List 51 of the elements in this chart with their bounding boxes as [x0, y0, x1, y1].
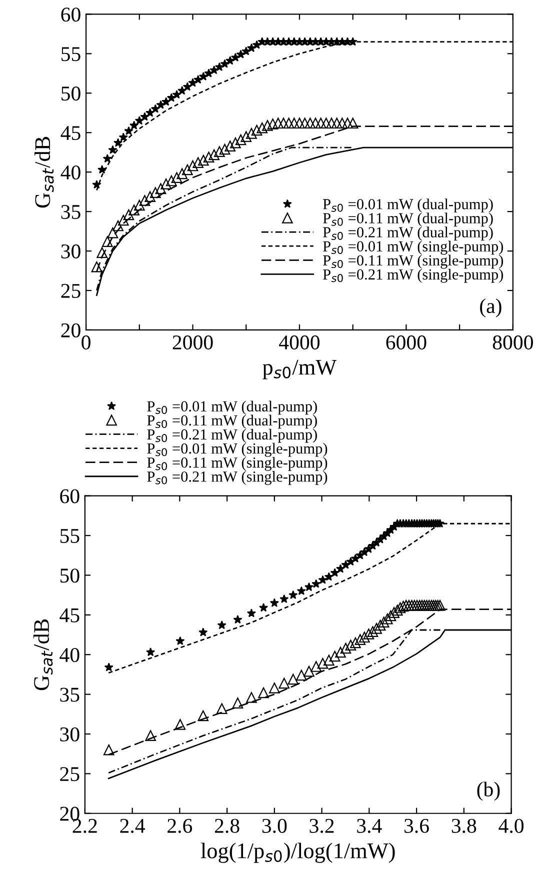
y-axis-title: G$_{sat}$/dB	[34, 136, 54, 208]
legend-label: P$_{s0}$ =0.11 mW (dual-pump)	[323, 212, 493, 226]
x-tick-label: 4000	[279, 335, 320, 350]
x-tick-label: 3.2	[310, 818, 334, 833]
y-tick-label: 30	[60, 727, 80, 742]
x-axis-title: p$_{s0}$/mW	[262, 360, 337, 380]
legend-label: P$_{s0}$ =0.21 mW (dual-pump)	[147, 428, 317, 443]
x-tick-label: 2.6	[168, 818, 192, 833]
legend-label: P$_{s0}$ =0.21 mW (single-pump)	[147, 471, 328, 485]
x-tick-label: 3.4	[357, 818, 382, 833]
x-tick-label: 2.4	[120, 818, 146, 833]
annotation: (b)	[477, 782, 500, 801]
legend-label: P$_{s0}$ =0.01 mW (dual-pump)	[147, 400, 317, 415]
x-tick-label: 3.0	[262, 818, 287, 833]
legend-label: P$_{s0}$ =0.01 mW (dual-pump)	[323, 198, 493, 212]
y-tick-label: 45	[60, 126, 80, 140]
x-tick-label: 2000	[172, 335, 213, 350]
y-tick-label: 55	[62, 47, 80, 62]
y-tick-label: 60	[60, 489, 80, 504]
x-tick-label: 0	[82, 335, 90, 350]
legend-label: P$_{s0}$ =0.21 mW (dual-pump)	[323, 226, 493, 241]
x-tick-label: 4.0	[498, 818, 524, 833]
legend-label: P$_{s0}$ =0.11 mW (dual-pump)	[147, 414, 317, 429]
x-tick-label: 3.8	[452, 818, 476, 833]
annotation: (a)	[480, 298, 502, 318]
legend-label: P$_{s0}$ =0.01 mW (single-pump)	[323, 240, 504, 255]
legend-label: P$_{s0}$ =0.21 mW (single-pump)	[323, 268, 504, 283]
legend-label: P$_{s0}$ =0.11 mW (single-pump)	[147, 456, 328, 471]
y-tick-label: 25	[60, 767, 80, 782]
legend-label: P$_{s0}$ =0.11 mW (single-pump)	[323, 254, 504, 269]
x-tick-label: 2.2	[72, 818, 97, 833]
y-tick-label: 60	[61, 8, 80, 22]
x-tick-label: 6000	[386, 335, 426, 350]
y-tick-label: 25	[61, 284, 80, 298]
y-tick-label: 40	[60, 165, 80, 180]
x-tick-label: 3.6	[404, 818, 429, 833]
legend-label: P$_{s0}$ =0.01 mW (single-pump)	[147, 442, 328, 457]
y-axis-title: G$_{sat}$/dB	[33, 619, 53, 690]
y-tick-label: 55	[60, 529, 80, 543]
y-tick-label: 35	[61, 204, 80, 219]
y-tick-label: 50	[60, 568, 80, 583]
y-tick-label: 20	[60, 806, 80, 821]
y-tick-label: 50	[62, 86, 80, 101]
x-tick-label: 2.8	[214, 818, 240, 833]
y-tick-label: 20	[61, 323, 80, 338]
y-tick-label: 45	[60, 608, 80, 622]
x-tick-label: 8000	[492, 335, 533, 350]
y-tick-label: 30	[61, 244, 80, 258]
x-axis-title: log(1/p$_{s0}$)/log(1/mW)	[200, 842, 395, 863]
y-tick-label: 40	[60, 648, 80, 662]
y-tick-label: 35	[60, 688, 80, 702]
